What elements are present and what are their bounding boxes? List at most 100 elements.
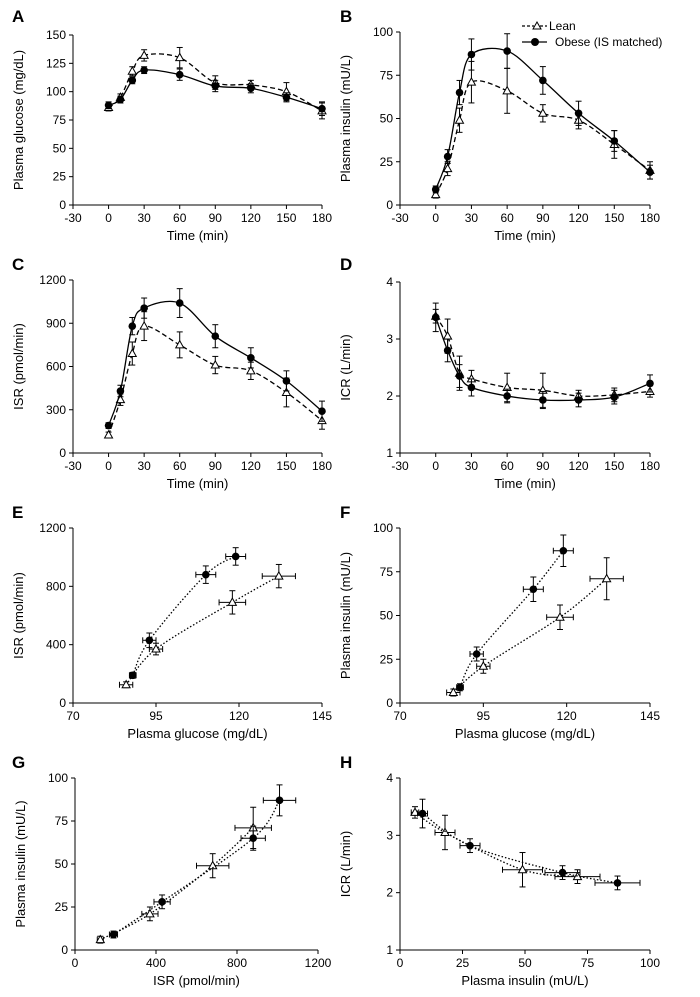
panel-f-series-lean-triangle-marker (601, 573, 612, 583)
panel-d: D 1 2 3 4 -30 0 30 60 90 120 150 180 Time (min) ICR (L… (338, 255, 660, 491)
panel-f-series-lean-triangle-marker (478, 661, 489, 670)
panel-f-series-obese-circle-marker (529, 585, 538, 594)
panel-a-x-tick-label: 180 (312, 211, 332, 225)
panel-g-x-tick-label: 400 (146, 956, 166, 970)
panel-e-series-obese-circle-marker (202, 570, 210, 579)
panel-c-series-obese-circle-marker (104, 421, 113, 430)
panel-b-series-obese (431, 33, 654, 194)
panel-g: G 0 25 50 75 100 0 400 800 1200 ISR (pmol/min) Plas… (12, 753, 332, 988)
panel-g-y-tick-label: 25 (55, 900, 69, 914)
panel-d-x-tick-label: -30 (391, 459, 409, 473)
panel-b-series-lean-triangle-marker (442, 163, 453, 173)
panel-d-letter: D (340, 255, 352, 274)
panel-b-y-tick-label: 75 (380, 68, 394, 82)
panel-a-y-tick-label: 50 (53, 141, 67, 155)
panel-f-letter: F (340, 503, 350, 522)
panel-a-series-lean-triangle-marker (127, 66, 138, 75)
panel-c-series-obese-circle-marker (211, 332, 220, 341)
panel-e-series-lean (118, 563, 296, 689)
panel-a-x-axis-label: Time (min) (167, 228, 229, 243)
panel-e-y-tick-label: 1200 (39, 521, 66, 535)
panel-h-series-obese-line (422, 812, 618, 884)
panel-e-y-tick-label: 800 (46, 579, 66, 593)
panel-b-series-lean-line (435, 80, 651, 195)
panel-g-x-tick-label: 1200 (305, 956, 332, 970)
panel-d-y-tick-label: 2 (386, 389, 393, 403)
panel-c-letter: C (12, 255, 24, 274)
panel-c-series-lean-triangle-marker (281, 387, 292, 396)
panel-d-series-obese-circle-marker (467, 383, 476, 392)
panel-b-letter: B (340, 7, 352, 26)
panel-c-series-obese (104, 288, 326, 430)
panel-g-y-tick-label: 0 (61, 943, 68, 957)
panel-c-series-obese-circle-marker (247, 354, 255, 362)
panel-b-series-lean-triangle-marker (502, 85, 512, 95)
legend-triangle-icon (532, 20, 542, 30)
panel-d-series-obese-circle-marker (610, 393, 619, 401)
panel-h: H 1 2 3 4 0 25 50 75 100 Plasma insulin (mU/L) ICR … (338, 753, 660, 988)
panel-b-series-obese-circle-marker (574, 109, 583, 118)
panel-a-series-obese-circle-marker (104, 101, 113, 110)
panel-g-y-axis-label: Plasma insulin (mU/L) (13, 800, 28, 927)
panel-c-y-tick-label: 900 (46, 316, 66, 330)
panel-a-series-obese-circle-marker (247, 84, 255, 93)
panel-f-y-tick-label: 25 (380, 652, 394, 666)
panel-b-y-tick-label: 100 (373, 25, 393, 39)
panel-a-y-tick-label: 0 (59, 198, 66, 212)
panel-h-y-tick-label: 4 (386, 771, 393, 785)
panel-d-series-lean-triangle-marker (442, 330, 453, 340)
panel-h-x-tick-label: 50 (518, 956, 532, 970)
panel-c-x-axis-label: Time (min) (167, 476, 229, 491)
panel-d-x-tick-label: 150 (604, 459, 624, 473)
panel-c-series-obese-circle-marker (175, 299, 184, 307)
panel-e-series-obese-circle-marker (231, 552, 240, 561)
panel-b-x-tick-label: 30 (465, 211, 479, 225)
panel-b-series-obese-circle-marker (646, 168, 654, 176)
panel-e-x-axis-label: Plasma glucose (mg/dL) (127, 726, 267, 741)
panel-b-x-tick-label: 90 (536, 211, 550, 225)
panel-f: F 0 25 50 75 100 70 95 120 145 Plasma glucose (mg/… (338, 503, 660, 741)
panel-e-series-lean-line (125, 575, 280, 686)
panel-f-x-tick-label: 145 (640, 709, 660, 723)
panel-f-x-tick-label: 120 (557, 709, 577, 723)
panel-b-series-lean-triangle-marker (466, 76, 477, 86)
panel-b-y-axis-label: Plasma insulin (mU/L) (338, 55, 353, 182)
panel-c-x-tick-label: 90 (209, 459, 223, 473)
panel-h-x-tick-label: 75 (581, 956, 595, 970)
panel-c-series-obese-circle-marker (318, 407, 326, 415)
panel-d-series-obese-circle-marker (539, 396, 547, 404)
panel-h-x-axis-label: Plasma insulin (mU/L) (461, 973, 588, 988)
panel-e-series-lean-triangle-marker (227, 597, 238, 606)
panel-c-x-tick-label: 0 (105, 459, 112, 473)
panel-d-x-axis-label: Time (min) (494, 476, 556, 491)
panel-c-series-obese-circle-marker (282, 377, 291, 385)
panel-c-x-tick-label: 120 (241, 459, 261, 473)
panel-d-y-tick-label: 1 (386, 446, 393, 460)
panel-a-x-tick-label: 60 (173, 211, 187, 225)
panel-a-series-obese-circle-marker (116, 95, 125, 104)
panel-c-x-tick-label: -30 (64, 459, 82, 473)
panel-g-y-tick-label: 75 (55, 814, 69, 828)
panel-d-y-tick-label: 4 (386, 275, 393, 289)
panel-g-series-obese (108, 784, 297, 939)
panel-c-series-lean-triangle-marker (174, 339, 185, 349)
panel-a-series-obese-circle-marker (211, 82, 220, 90)
panel-b-series-obese-circle-marker (443, 152, 452, 161)
panel-b-series-obese-circle-marker (455, 88, 464, 97)
panel-h-x-tick-label: 100 (640, 956, 660, 970)
panel-e-x-tick-label: 70 (66, 709, 80, 723)
panel-a-series-obese-circle-marker (175, 70, 184, 79)
panel-c-series-obese-circle-marker (116, 387, 125, 395)
panel-b-x-tick-label: 60 (500, 211, 514, 225)
panel-b-x-tick-label: 0 (432, 211, 439, 225)
panel-a-x-tick-label: 0 (105, 211, 112, 225)
panel-b-y-tick-label: 25 (380, 155, 394, 169)
panel-h-y-tick-label: 1 (386, 943, 393, 957)
panel-a-series-lean-triangle-marker (139, 50, 149, 59)
panel-d-x-tick-label: 30 (465, 459, 479, 473)
panel-f-y-tick-label: 50 (380, 609, 394, 623)
panel-c-x-tick-label: 60 (173, 459, 187, 473)
panel-a-series-obese-circle-marker (128, 76, 137, 85)
